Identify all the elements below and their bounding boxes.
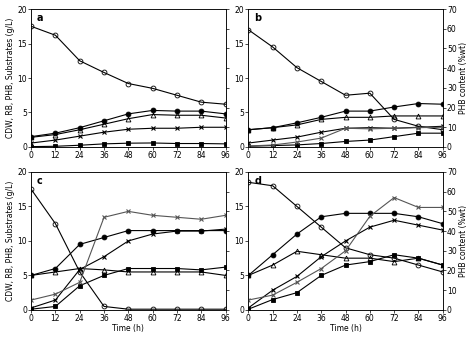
Y-axis label: CDW, RB, PHB, Substrates (g/L): CDW, RB, PHB, Substrates (g/L) — [6, 181, 15, 301]
Y-axis label: PHB content (%wt): PHB content (%wt) — [459, 205, 468, 277]
X-axis label: Time (h): Time (h) — [112, 324, 144, 334]
Text: d: d — [254, 176, 261, 186]
X-axis label: Time (h): Time (h) — [329, 324, 362, 334]
Text: b: b — [254, 13, 261, 23]
Y-axis label: PHB content (%wt): PHB content (%wt) — [459, 42, 468, 114]
Text: a: a — [37, 13, 44, 23]
Y-axis label: CDW, RB, PHB, Substrates (g/L): CDW, RB, PHB, Substrates (g/L) — [6, 18, 15, 138]
Text: c: c — [37, 176, 43, 186]
